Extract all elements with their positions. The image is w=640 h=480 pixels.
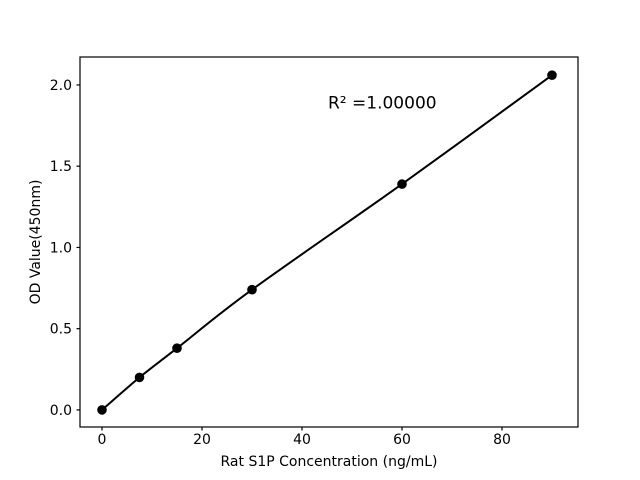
standard-curve-line <box>101 74 553 411</box>
plot-area: 0 20 40 60 80 0.0 0.5 1.0 1.5 2.0 <box>50 56 579 448</box>
x-tick-label: 0 <box>98 432 107 448</box>
data-point-marker <box>172 343 182 354</box>
data-point-marker <box>247 284 257 295</box>
x-tick-label: 20 <box>193 432 211 448</box>
x-tick-label: 60 <box>393 432 411 448</box>
data-point-marker <box>97 405 107 415</box>
x-tick-label: 80 <box>493 432 511 448</box>
plot-border <box>79 56 579 428</box>
r-squared-annotation: R² =1.00000 <box>328 94 437 114</box>
y-tick-label: 1.0 <box>50 240 72 256</box>
x-axis-label: Rat S1P Concentration (ng/mL) <box>221 454 438 470</box>
data-point-marker <box>397 179 407 189</box>
y-tick-label: 0.0 <box>50 403 72 419</box>
y-axis-label: OD Value(450nm) <box>28 180 44 305</box>
y-tick-label: 1.5 <box>50 159 72 175</box>
y-tick-label: 2.0 <box>50 78 72 94</box>
data-point-marker <box>547 70 557 80</box>
data-point-marker <box>134 372 145 383</box>
x-tick-label: 40 <box>293 432 311 448</box>
y-tick-label: 0.5 <box>50 322 72 338</box>
